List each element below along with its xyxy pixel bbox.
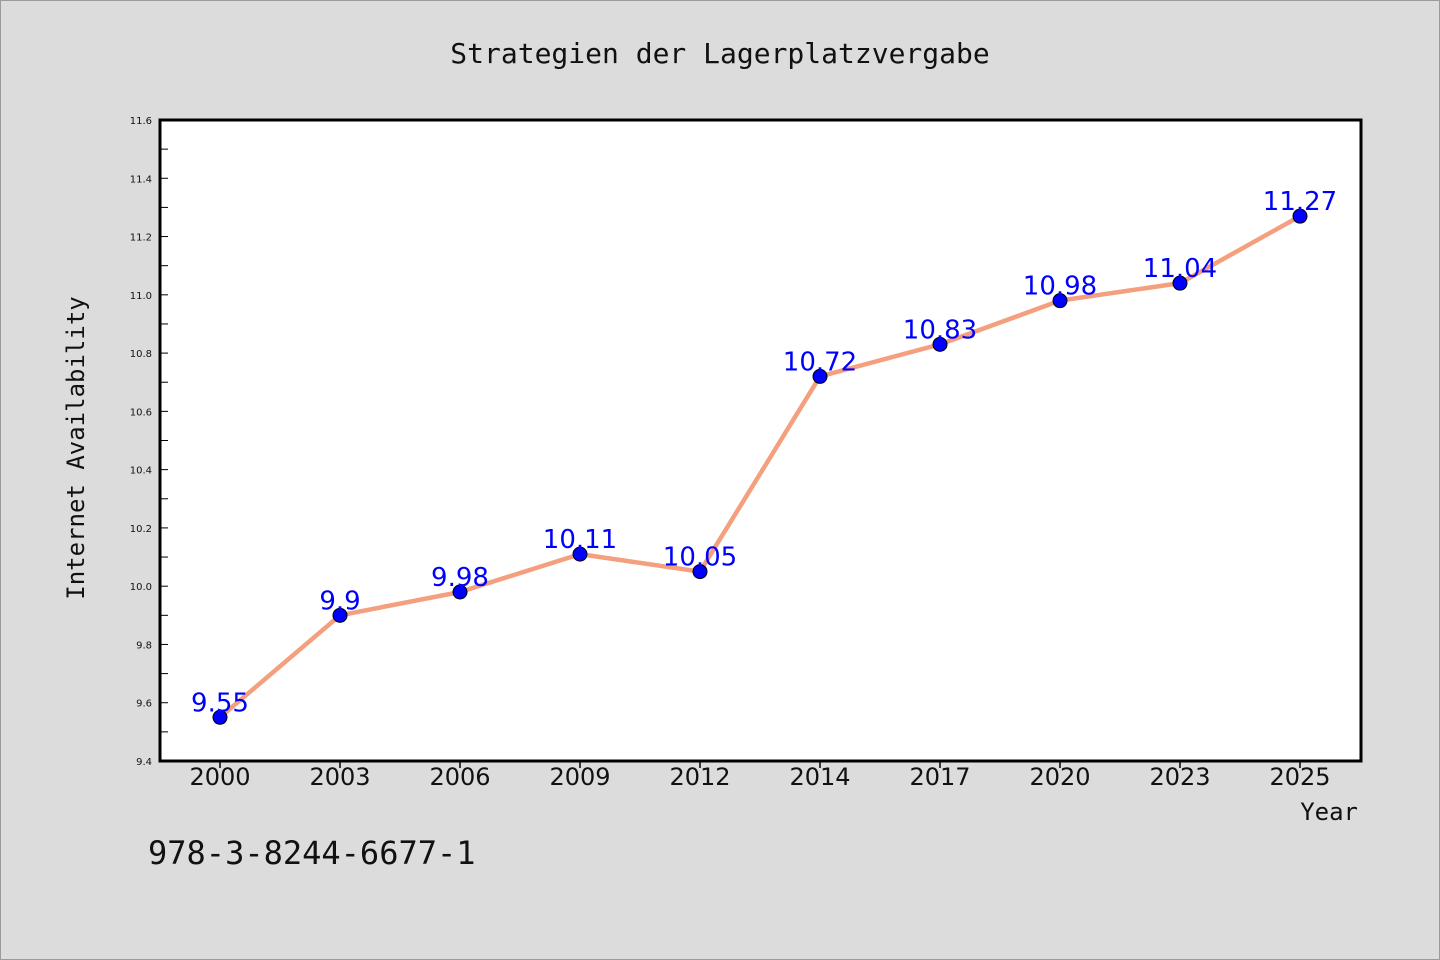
data-label: 10.05 (663, 543, 737, 573)
x-tick-label: 2014 (789, 763, 850, 791)
y-tick-label: 10.2 (130, 524, 152, 535)
chart-title: Strategien der Lagerplatzvergabe (450, 37, 989, 70)
y-tick-label: 9.8 (136, 640, 152, 651)
data-point (812, 368, 828, 384)
x-tick-label: 2023 (1149, 763, 1210, 791)
y-axis-ticks: 9.4 9.6 9.8 10.0 10.2 10.4 10.6 10.8 11.0 11.2 11.… (130, 116, 168, 768)
x-tick-label: 2012 (669, 763, 730, 791)
x-tick-label: 2020 (1029, 763, 1090, 791)
data-point (452, 584, 468, 600)
y-tick-label: 10.6 (130, 407, 152, 418)
y-tick-label: 11.0 (130, 291, 152, 302)
data-point (1172, 275, 1188, 291)
y-tick-label: 10.8 (130, 349, 152, 360)
x-axis-label: Year (1300, 798, 1358, 826)
y-tick-label: 11.2 (130, 233, 152, 244)
data-label: 9.9 (319, 586, 360, 616)
x-tick-label: 2003 (309, 763, 370, 791)
x-tick-label: 2000 (189, 763, 250, 791)
data-point (1292, 208, 1308, 224)
data-label: 9.55 (191, 688, 249, 718)
y-tick-label: 10.0 (130, 582, 152, 593)
data-label: 11.04 (1143, 254, 1217, 284)
y-axis-label: Internet Availability (62, 296, 90, 599)
data-label: 9.98 (431, 563, 489, 593)
x-tick-label: 2009 (549, 763, 610, 791)
y-tick-label: 10.4 (130, 466, 152, 477)
plot-area (158, 118, 1363, 763)
y-tick-label: 9.4 (136, 757, 152, 768)
x-tick-label: 2025 (1269, 763, 1330, 791)
data-label: 10.11 (543, 525, 617, 555)
data-label: 11.27 (1263, 187, 1337, 217)
data-point (692, 564, 708, 580)
y-tick-label: 11.6 (130, 116, 152, 127)
x-axis-ticks: 2000 2003 2006 2009 2012 2014 2017 2020 2023 2025 (189, 761, 1331, 791)
x-tick-label: 2017 (909, 763, 970, 791)
data-label: 10.83 (903, 315, 977, 345)
isbn-label: 978-3-8244-6677-1 (148, 834, 476, 872)
series-layer: 9.55 9.9 9.98 10.11 10.05 10.72 10.83 10.98 11.0… (191, 187, 1337, 725)
series-line (217, 213, 1303, 720)
x-tick-label: 2006 (429, 763, 490, 791)
y-tick-label: 9.6 (136, 699, 152, 710)
data-point (212, 709, 228, 725)
data-point (1052, 293, 1068, 309)
data-point (932, 336, 948, 352)
data-point (572, 546, 588, 562)
data-point (332, 607, 348, 623)
data-label: 10.72 (783, 347, 857, 377)
data-label: 10.98 (1023, 272, 1097, 302)
y-tick-label: 11.4 (130, 174, 152, 185)
